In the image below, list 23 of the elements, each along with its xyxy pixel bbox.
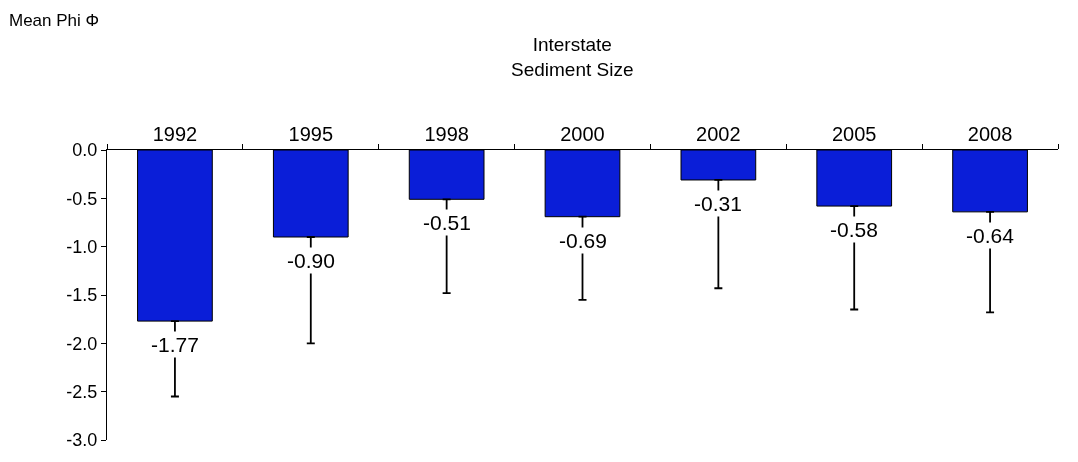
x-tick-label: 2005 xyxy=(831,123,877,145)
data-label: -0.69 xyxy=(559,229,607,252)
x-tick-label: 1992 xyxy=(152,123,198,145)
y-tick-label: -3.0 xyxy=(66,430,98,451)
y-tick-label: -1.0 xyxy=(66,236,98,257)
data-label: -0.58 xyxy=(830,218,878,241)
y-tick-label: -2.5 xyxy=(66,381,98,402)
data-label: -0.90 xyxy=(287,249,335,272)
x-tick-label: 1998 xyxy=(424,123,469,145)
x-tick-label: 2008 xyxy=(967,123,1013,145)
y-tick-label: -0.5 xyxy=(66,188,98,209)
data-label: -1.77 xyxy=(151,333,199,356)
y-tick-label: 0.0 xyxy=(72,140,98,161)
data-label: -0.51 xyxy=(423,211,471,234)
chart-title: Interstate Sediment Size xyxy=(511,34,634,80)
x-tick-label: 1995 xyxy=(288,123,334,145)
text: Mean Phi Φ xyxy=(9,11,100,30)
y-tick-label: -1.5 xyxy=(66,285,98,306)
x-tick-label: 2000 xyxy=(560,123,605,145)
data-label: -0.31 xyxy=(694,192,742,215)
y-tick-label: -2.0 xyxy=(66,333,98,354)
x-tick-label: 2002 xyxy=(696,123,741,145)
data-label: -0.64 xyxy=(966,224,1015,247)
